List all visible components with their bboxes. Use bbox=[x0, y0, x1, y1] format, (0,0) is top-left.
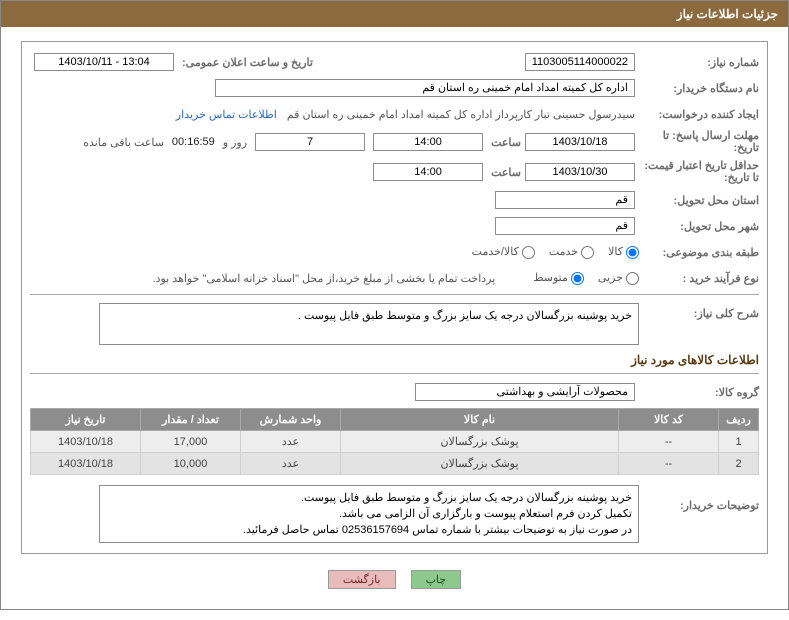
window-title: جزئیات اطلاعات نیاز bbox=[1, 1, 788, 27]
info-section: شماره نیاز: 1103005114000022 تاریخ و ساع… bbox=[21, 41, 768, 554]
delivery-province-label: استان محل تحویل: bbox=[639, 194, 759, 207]
group-value: محصولات آرایشی و بهداشتی bbox=[415, 383, 635, 401]
buyer-note-line: خرید پوشینه بزرگسالان درجه یک سایز بزرگ … bbox=[106, 490, 632, 506]
cat-opt-both-label: کالا/خدمت bbox=[472, 246, 519, 258]
delivery-city: قم bbox=[495, 217, 635, 235]
divider bbox=[30, 294, 759, 295]
validity-label: حداقل تاریخ اعتبار قیمت: تا تاریخ: bbox=[639, 160, 759, 184]
goods-table: ردیفکد کالانام کالاواحد شمارشتعداد / مقد… bbox=[30, 408, 759, 475]
remain-label: ساعت باقی مانده bbox=[79, 136, 168, 149]
table-header: ردیف bbox=[719, 409, 759, 431]
creator-text: سیدرسول حسینی تبار کارپرداز اداره کل کمی… bbox=[283, 108, 639, 121]
table-header: تاریخ نیاز bbox=[31, 409, 141, 431]
table-cell: پوشک بزرگسالان bbox=[341, 431, 619, 453]
proc-radio-minor[interactable] bbox=[626, 272, 639, 285]
table-cell: 1403/10/18 bbox=[31, 431, 141, 453]
table-cell: -- bbox=[619, 431, 719, 453]
cat-opt-service[interactable]: خدمت bbox=[549, 245, 594, 259]
days-and-label: روز و bbox=[219, 136, 251, 149]
cat-opt-goods[interactable]: کالا bbox=[608, 245, 639, 259]
table-cell: -- bbox=[619, 453, 719, 475]
table-cell: 2 bbox=[719, 453, 759, 475]
buyer-note-line: در صورت نیاز به توضیحات بیشتر با شماره ت… bbox=[106, 522, 632, 538]
category-label: طبقه بندی موضوعی: bbox=[639, 246, 759, 259]
contact-link[interactable]: اطلاعات تماس خریدار bbox=[176, 108, 277, 121]
cat-radio-service[interactable] bbox=[581, 246, 594, 259]
divider-2 bbox=[30, 373, 759, 374]
buyer-note-line: تکمیل کردن فرم استعلام پیوست و بارگزاری … bbox=[106, 506, 632, 522]
table-row: 2--پوشک بزرگسالانعدد10,0001403/10/18 bbox=[31, 453, 759, 475]
group-label: گروه کالا: bbox=[639, 386, 759, 399]
process-label: نوع فرآیند خرید : bbox=[639, 272, 759, 285]
announce-label: تاریخ و ساعت اعلان عمومی: bbox=[178, 56, 313, 69]
back-button[interactable]: بازگشت bbox=[328, 570, 396, 589]
req-no-field: 1103005114000022 bbox=[525, 53, 635, 71]
table-cell: 1403/10/18 bbox=[31, 453, 141, 475]
table-cell: پوشک بزرگسالان bbox=[341, 453, 619, 475]
cat-radio-both[interactable] bbox=[522, 246, 535, 259]
buyer-notes-box: خرید پوشینه بزرگسالان درجه یک سایز بزرگ … bbox=[99, 485, 639, 543]
table-cell: 10,000 bbox=[141, 453, 241, 475]
proc-opt-medium-label: متوسط bbox=[533, 272, 568, 284]
table-header: واحد شمارش bbox=[241, 409, 341, 431]
buyer-notes-label: توضیحات خریدار: bbox=[639, 485, 759, 512]
deadline-time: 14:00 bbox=[373, 133, 483, 151]
time-label-1: ساعت bbox=[487, 136, 521, 149]
table-cell: عدد bbox=[241, 453, 341, 475]
remain-time: 00:16:59 bbox=[168, 136, 219, 148]
print-button[interactable]: چاپ bbox=[411, 570, 462, 589]
proc-opt-minor-label: جزیی bbox=[598, 272, 623, 284]
buyer-org-field: اداره کل کمیته امداد امام خمینی ره استان… bbox=[215, 79, 635, 97]
table-header: کد کالا bbox=[619, 409, 719, 431]
table-cell: 1 bbox=[719, 431, 759, 453]
delivery-city-label: شهر محل تحویل: bbox=[639, 220, 759, 233]
process-note: پرداخت تمام یا بخشی از مبلغ خرید،از محل … bbox=[149, 272, 500, 285]
window: جزئیات اطلاعات نیاز شماره نیاز: 11030051… bbox=[0, 0, 789, 610]
delivery-province: قم bbox=[495, 191, 635, 209]
cat-radio-goods[interactable] bbox=[626, 246, 639, 259]
deadline-label: مهلت ارسال پاسخ: تا تاریخ: bbox=[639, 130, 759, 154]
time-label-2: ساعت bbox=[487, 166, 521, 179]
button-row: چاپ بازگشت bbox=[21, 564, 768, 595]
proc-opt-medium[interactable]: متوسط bbox=[533, 271, 584, 285]
table-header: نام کالا bbox=[341, 409, 619, 431]
cat-opt-both[interactable]: کالا/خدمت bbox=[472, 245, 535, 259]
table-row: 1--پوشک بزرگسالانعدد17,0001403/10/18 bbox=[31, 431, 759, 453]
desc-text: خرید پوشینه بزرگسالان درجه یک سایز بزرگ … bbox=[99, 303, 639, 345]
announce-field: 13:04 - 1403/10/11 bbox=[34, 53, 174, 71]
days-remaining: 7 bbox=[255, 133, 365, 151]
validity-time: 14:00 bbox=[373, 163, 483, 181]
goods-section-title: اطلاعات کالاهای مورد نیاز bbox=[30, 353, 759, 367]
req-no-label: شماره نیاز: bbox=[639, 56, 759, 69]
validity-date: 1403/10/30 bbox=[525, 163, 635, 181]
desc-label: شرح کلی نیاز: bbox=[639, 303, 759, 320]
cat-opt-service-label: خدمت bbox=[549, 246, 578, 258]
content: شماره نیاز: 1103005114000022 تاریخ و ساع… bbox=[1, 27, 788, 609]
table-cell: عدد bbox=[241, 431, 341, 453]
table-header: تعداد / مقدار bbox=[141, 409, 241, 431]
cat-opt-goods-label: کالا bbox=[608, 246, 623, 258]
proc-radio-medium[interactable] bbox=[571, 272, 584, 285]
table-cell: 17,000 bbox=[141, 431, 241, 453]
buyer-org-label: نام دستگاه خریدار: bbox=[639, 82, 759, 95]
proc-opt-minor[interactable]: جزیی bbox=[598, 271, 639, 285]
creator-label: ایجاد کننده درخواست: bbox=[639, 108, 759, 121]
deadline-date: 1403/10/18 bbox=[525, 133, 635, 151]
